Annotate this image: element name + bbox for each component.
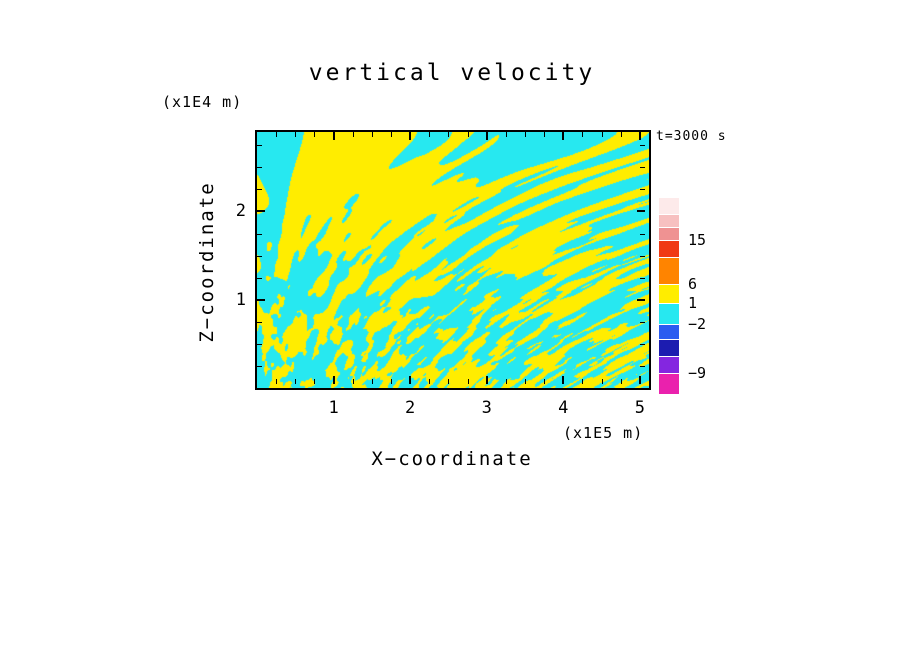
x-axis-label: X−coordinate [371, 448, 533, 470]
x-minor-tick [468, 379, 469, 384]
colorbar-segment [659, 374, 679, 394]
x-minor-tick [372, 379, 373, 384]
y-minor-tick [640, 256, 645, 257]
x-minor-tick [295, 379, 296, 384]
y-tick-label: 1 [235, 289, 246, 310]
x-minor-tick [314, 132, 315, 137]
y-minor-tick [640, 167, 645, 168]
x-minor-tick [391, 379, 392, 384]
x-tick-label: 3 [481, 398, 492, 418]
x-minor-tick [506, 132, 507, 137]
x-axis-units: (x1E5 m) [563, 424, 644, 442]
colorbar-segment [659, 340, 679, 356]
x-minor-tick [429, 379, 430, 384]
x-major-tick [486, 132, 488, 140]
y-tick-label: 2 [235, 201, 246, 222]
colorbar-segment [659, 357, 679, 373]
x-minor-tick [582, 379, 583, 384]
x-minor-tick [621, 379, 622, 384]
x-minor-tick [448, 132, 449, 137]
y-axis-units: (x1E4 m) [162, 93, 243, 111]
y-minor-tick [257, 145, 262, 146]
y-minor-tick [257, 167, 262, 168]
x-minor-tick [525, 379, 526, 384]
y-minor-tick [640, 366, 645, 367]
colorbar-tick-label: −2 [688, 315, 707, 333]
x-minor-tick [544, 132, 545, 137]
y-minor-tick [640, 189, 645, 190]
y-minor-tick [640, 145, 645, 146]
x-major-tick [409, 132, 411, 140]
plot-frame [255, 130, 651, 390]
colorbar-segment [659, 198, 679, 214]
x-tick-label: 4 [558, 398, 569, 418]
y-minor-tick [257, 344, 262, 345]
colorbar [659, 198, 679, 395]
y-minor-tick [257, 256, 262, 257]
y-minor-tick [640, 344, 645, 345]
x-major-tick [486, 376, 488, 384]
x-major-tick [333, 132, 335, 140]
colorbar-tick-label: 15 [688, 231, 707, 249]
y-minor-tick [640, 322, 645, 323]
x-minor-tick [621, 132, 622, 137]
x-tick-label: 2 [405, 398, 416, 418]
x-minor-tick [468, 132, 469, 137]
x-tick-label: 5 [634, 398, 645, 418]
chart-title: vertical velocity [308, 60, 596, 86]
x-tick-label: 1 [328, 398, 339, 418]
colorbar-tick-label: 1 [688, 294, 698, 312]
x-minor-tick [582, 132, 583, 137]
x-minor-tick [314, 379, 315, 384]
y-major-tick [257, 210, 265, 212]
x-minor-tick [429, 132, 430, 137]
y-minor-tick [257, 366, 262, 367]
x-minor-tick [448, 379, 449, 384]
x-minor-tick [276, 379, 277, 384]
velocity-field-canvas [257, 132, 649, 388]
x-minor-tick [295, 132, 296, 137]
x-major-tick [562, 376, 564, 384]
y-minor-tick [257, 322, 262, 323]
x-minor-tick [353, 379, 354, 384]
colorbar-segment [659, 258, 679, 284]
time-annotation: t=3000 s [656, 129, 727, 144]
x-minor-tick [353, 132, 354, 137]
x-major-tick [639, 132, 641, 140]
y-major-tick [637, 299, 645, 301]
y-minor-tick [257, 234, 262, 235]
y-major-tick [257, 299, 265, 301]
x-minor-tick [276, 132, 277, 137]
x-minor-tick [372, 132, 373, 137]
x-minor-tick [506, 379, 507, 384]
y-minor-tick [257, 278, 262, 279]
x-major-tick [333, 376, 335, 384]
x-major-tick [409, 376, 411, 384]
y-minor-tick [640, 278, 645, 279]
x-minor-tick [391, 132, 392, 137]
y-minor-tick [257, 189, 262, 190]
colorbar-segment [659, 228, 679, 240]
x-minor-tick [525, 132, 526, 137]
colorbar-segment [659, 241, 679, 257]
y-minor-tick [640, 234, 645, 235]
colorbar-segment [659, 325, 679, 339]
x-minor-tick [602, 379, 603, 384]
colorbar-tick-label: −9 [688, 364, 707, 382]
x-major-tick [639, 376, 641, 384]
y-axis-label: Z−coordinate [196, 181, 218, 343]
colorbar-segment [659, 285, 679, 303]
colorbar-tick-label: 6 [688, 275, 698, 293]
y-major-tick [637, 210, 645, 212]
x-major-tick [562, 132, 564, 140]
colorbar-segment [659, 304, 679, 324]
x-minor-tick [602, 132, 603, 137]
x-minor-tick [544, 379, 545, 384]
colorbar-segment [659, 215, 679, 227]
